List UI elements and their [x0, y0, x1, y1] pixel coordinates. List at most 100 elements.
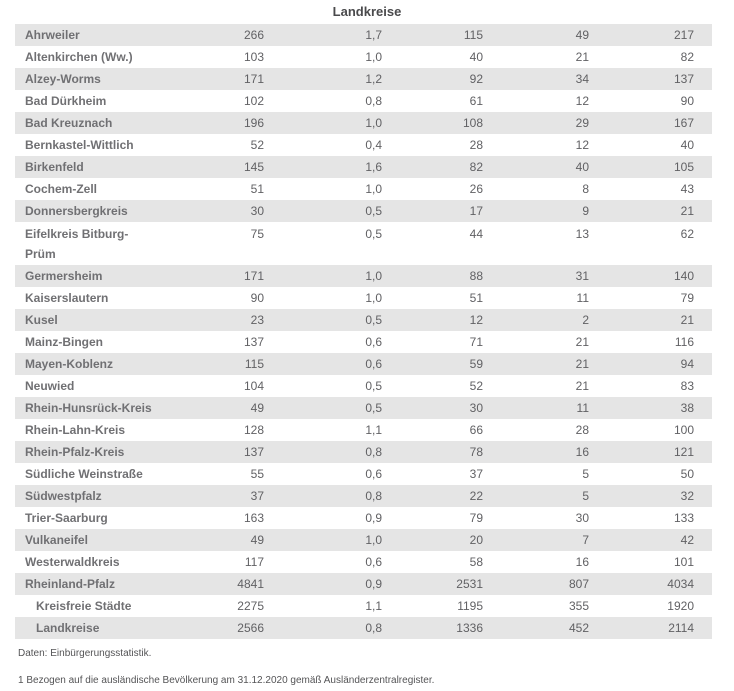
row-value: 51 [250, 182, 264, 196]
row-value: 0,6 [365, 357, 382, 371]
row-value: 28 [469, 138, 483, 152]
table-row: Bad Dürkheim 102 0,8 61 12 90 [15, 90, 712, 112]
row-value: 52 [469, 379, 483, 393]
row-value: 1920 [667, 599, 694, 613]
row-value: 37 [469, 467, 483, 481]
row-value: 21 [575, 50, 589, 64]
table-row: Bernkastel-Wittlich 52 0,4 28 12 40 [15, 134, 712, 156]
row-value: 137 [243, 335, 264, 349]
row-value: 20 [469, 533, 483, 547]
table-row: Donnersbergkreis 30 0,5 17 9 21 [15, 200, 712, 222]
row-value: 13 [575, 227, 589, 241]
row-value: 90 [680, 94, 694, 108]
table-row: Trier-Saarburg 163 0,9 79 30 133 [15, 507, 712, 529]
row-value: 43 [680, 182, 694, 196]
table-row: Landkreise 2566 0,8 1336 452 2114 [15, 617, 712, 639]
row-value: 40 [575, 160, 589, 174]
row-value: 0,8 [365, 94, 382, 108]
row-value: 11 [576, 401, 589, 415]
row-value: 0,6 [365, 335, 382, 349]
row-value: 30 [250, 204, 264, 218]
row-value: 2566 [237, 621, 264, 635]
table-row: Birkenfeld 145 1,6 82 40 105 [15, 156, 712, 178]
row-value: 163 [243, 511, 264, 525]
table-row: Kaiserslautern 90 1,0 51 11 79 [15, 287, 712, 309]
table-row: Bad Kreuznach 196 1,0 108 29 167 [15, 112, 712, 134]
row-label: Birkenfeld [25, 160, 84, 174]
row-value: 29 [575, 116, 589, 130]
row-value: 62 [680, 227, 694, 241]
row-value: 2114 [668, 621, 694, 635]
row-value: 92 [469, 72, 483, 86]
row-value: 49 [250, 401, 264, 415]
row-value: 1336 [456, 621, 483, 635]
row-value: 11 [576, 291, 589, 305]
row-value: 5 [582, 467, 589, 481]
row-label: Germersheim [25, 269, 103, 283]
table-section-header: Landkreise [332, 4, 402, 19]
row-value: 116 [674, 335, 694, 349]
row-value: 26 [469, 182, 483, 196]
row-value: 1,0 [365, 182, 382, 196]
row-value: 17 [469, 204, 483, 218]
row-value: 217 [673, 28, 694, 42]
row-value: 12 [575, 138, 589, 152]
table-row: Kreisfreie Städte 2275 1,1 1195 355 1920 [15, 595, 712, 617]
row-label: Rheinland-Pfalz [25, 577, 116, 591]
row-value: 49 [250, 533, 264, 547]
row-label: Eifelkreis Bitburg- Prüm [25, 227, 129, 261]
table-row: Neuwied 104 0,5 52 21 83 [15, 375, 712, 397]
row-value: 49 [575, 28, 589, 42]
row-value: 128 [243, 423, 264, 437]
table-row: Altenkirchen (Ww.) 103 1,0 40 21 82 [15, 46, 712, 68]
row-value: 30 [469, 401, 483, 415]
row-value: 0,5 [365, 379, 382, 393]
row-value: 66 [469, 423, 483, 437]
row-value: 79 [680, 291, 694, 305]
row-value: 79 [469, 511, 483, 525]
row-value: 32 [680, 489, 694, 503]
row-value: 16 [575, 445, 589, 459]
row-value: 55 [250, 467, 264, 481]
row-value: 0,8 [365, 445, 382, 459]
row-value: 61 [469, 94, 483, 108]
statistics-table: Ahrweiler 266 1,7 115 49 217 Altenkirchen (Ww.… [15, 24, 712, 639]
row-value: 0,5 [365, 204, 382, 218]
row-value: 108 [462, 116, 483, 130]
row-value: 0,8 [365, 489, 382, 503]
table-row: Germersheim 171 1,0 88 31 140 [15, 265, 712, 287]
row-label: Mayen-Koblenz [25, 357, 114, 371]
row-value: 1,0 [365, 291, 382, 305]
row-value: 102 [243, 94, 264, 108]
row-value: 21 [575, 335, 589, 349]
row-value: 0,5 [365, 227, 382, 241]
row-label: Cochem-Zell [25, 182, 98, 196]
row-value: 115 [244, 357, 264, 371]
row-value: 50 [680, 467, 694, 481]
row-value: 58 [469, 555, 483, 569]
row-label: Trier-Saarburg [25, 511, 108, 525]
row-value: 5 [582, 489, 589, 503]
row-value: 23 [250, 313, 264, 327]
row-value: 1,7 [365, 28, 382, 42]
row-value: 40 [469, 50, 483, 64]
row-value: 121 [673, 445, 694, 459]
row-value: 21 [575, 357, 589, 371]
table-row: Kusel 23 0,5 12 2 21 [15, 309, 712, 331]
table-row: Südwestpfalz 37 0,8 22 5 32 [15, 485, 712, 507]
row-value: 44 [469, 227, 483, 241]
row-value: 0,9 [365, 511, 382, 525]
row-label: Südwestpfalz [25, 489, 102, 503]
row-label: Mainz-Bingen [25, 335, 103, 349]
row-value: 1,1 [365, 423, 382, 437]
row-label: Ahrweiler [25, 28, 80, 42]
row-value: 0,5 [365, 313, 382, 327]
table-row: Südliche Weinstraße 55 0,6 37 5 50 [15, 463, 712, 485]
row-value: 88 [469, 269, 483, 283]
row-value: 0,9 [365, 577, 382, 591]
row-value: 2275 [237, 599, 264, 613]
row-value: 8 [582, 182, 589, 196]
row-value: 355 [568, 599, 589, 613]
table-row: Rhein-Pfalz-Kreis 137 0,8 78 16 121 [15, 441, 712, 463]
row-value: 452 [568, 621, 589, 635]
